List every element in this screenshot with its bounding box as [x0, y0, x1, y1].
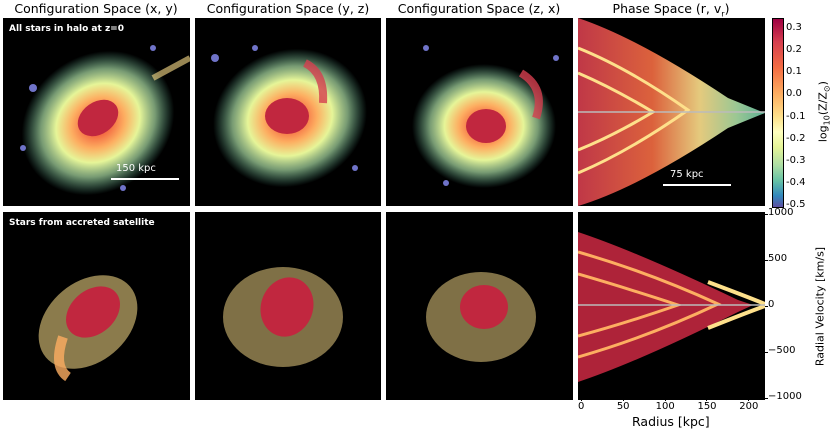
panel-bottom-xy: Stars from accreted satellite	[3, 212, 190, 400]
column-title-phase: Phase Space (r, vr)	[612, 1, 730, 19]
colorbar-label: log10(Z/Z⊙)	[816, 81, 830, 143]
colorbar-tick-label: 0.3	[786, 22, 802, 34]
colorbar-tick-label: 0.2	[786, 44, 802, 56]
row-label-bottom: Stars from accreted satellite	[9, 218, 155, 228]
xlabel: Radius [kpc]	[632, 414, 710, 429]
scalebar-config-label: 150 kpc	[116, 163, 156, 174]
x-tick-label: 0	[578, 401, 585, 412]
colorbar-tick-label: -0.5	[786, 199, 806, 210]
y-tick-label: 500	[768, 253, 788, 264]
y-tick-label: −500	[768, 345, 796, 356]
panel-top-xy: All stars in halo at z=0 150 kpc	[3, 18, 190, 206]
x-tick-label: 150	[697, 401, 717, 412]
metallicity-colorbar	[772, 18, 784, 208]
halo-zx-image	[412, 45, 559, 188]
halo-yz-image	[211, 45, 367, 188]
ylabel: Radial Velocity [km/s]	[813, 246, 827, 367]
y-tick-mark	[765, 260, 768, 261]
y-tick-mark	[765, 352, 768, 353]
scalebar-phase-label: 75 kpc	[670, 169, 704, 180]
y-tick-label: 1000	[768, 207, 794, 218]
scalebar-config	[111, 178, 179, 180]
colorbar-tick-label: -0.1	[786, 110, 806, 122]
satellite-xy-image	[38, 275, 138, 382]
scalebar-phase	[663, 184, 731, 186]
colorbar-tick-label: -0.2	[786, 132, 806, 144]
column-title-zx: Configuration Space (z, x)	[397, 1, 561, 16]
x-tick-mark	[622, 398, 624, 401]
x-tick-label: 100	[655, 401, 675, 412]
colorbar-tick-label: 0.0	[786, 88, 802, 100]
panel-bottom-phase	[578, 212, 765, 400]
satellite-zx-image	[426, 272, 536, 362]
column-title-xy: Configuration Space (x, y)	[14, 1, 178, 16]
x-tick-mark	[581, 398, 582, 401]
y-tick-mark	[765, 398, 768, 399]
satellite-yz-image	[223, 267, 343, 367]
x-tick-label: 200	[739, 401, 759, 412]
y-tick-mark	[765, 214, 768, 215]
x-tick-mark	[706, 398, 708, 401]
panel-top-yz	[195, 18, 381, 206]
panel-top-zx	[386, 18, 573, 206]
y-tick-label: −1000	[768, 391, 802, 402]
column-title-yz: Configuration Space (y, z)	[206, 1, 370, 16]
colorbar-tick-label: -0.3	[786, 154, 806, 166]
panel-top-phase: 75 kpc	[578, 18, 765, 206]
phase-bottom-image	[578, 232, 765, 382]
x-tick-mark	[664, 398, 666, 401]
halo-xy-image	[20, 45, 190, 196]
colorbar-tick-label: -0.4	[786, 176, 806, 188]
row-label-top: All stars in halo at z=0	[9, 24, 124, 34]
y-tick-mark	[765, 306, 768, 307]
phase-top-image	[578, 18, 765, 206]
x-tick-mark	[748, 398, 750, 401]
y-tick-label: 0	[768, 299, 775, 310]
colorbar-tick-label: 0.1	[786, 66, 802, 78]
panel-bottom-yz	[195, 212, 381, 400]
panel-bottom-zx	[386, 212, 573, 400]
x-tick-label: 50	[616, 401, 630, 412]
